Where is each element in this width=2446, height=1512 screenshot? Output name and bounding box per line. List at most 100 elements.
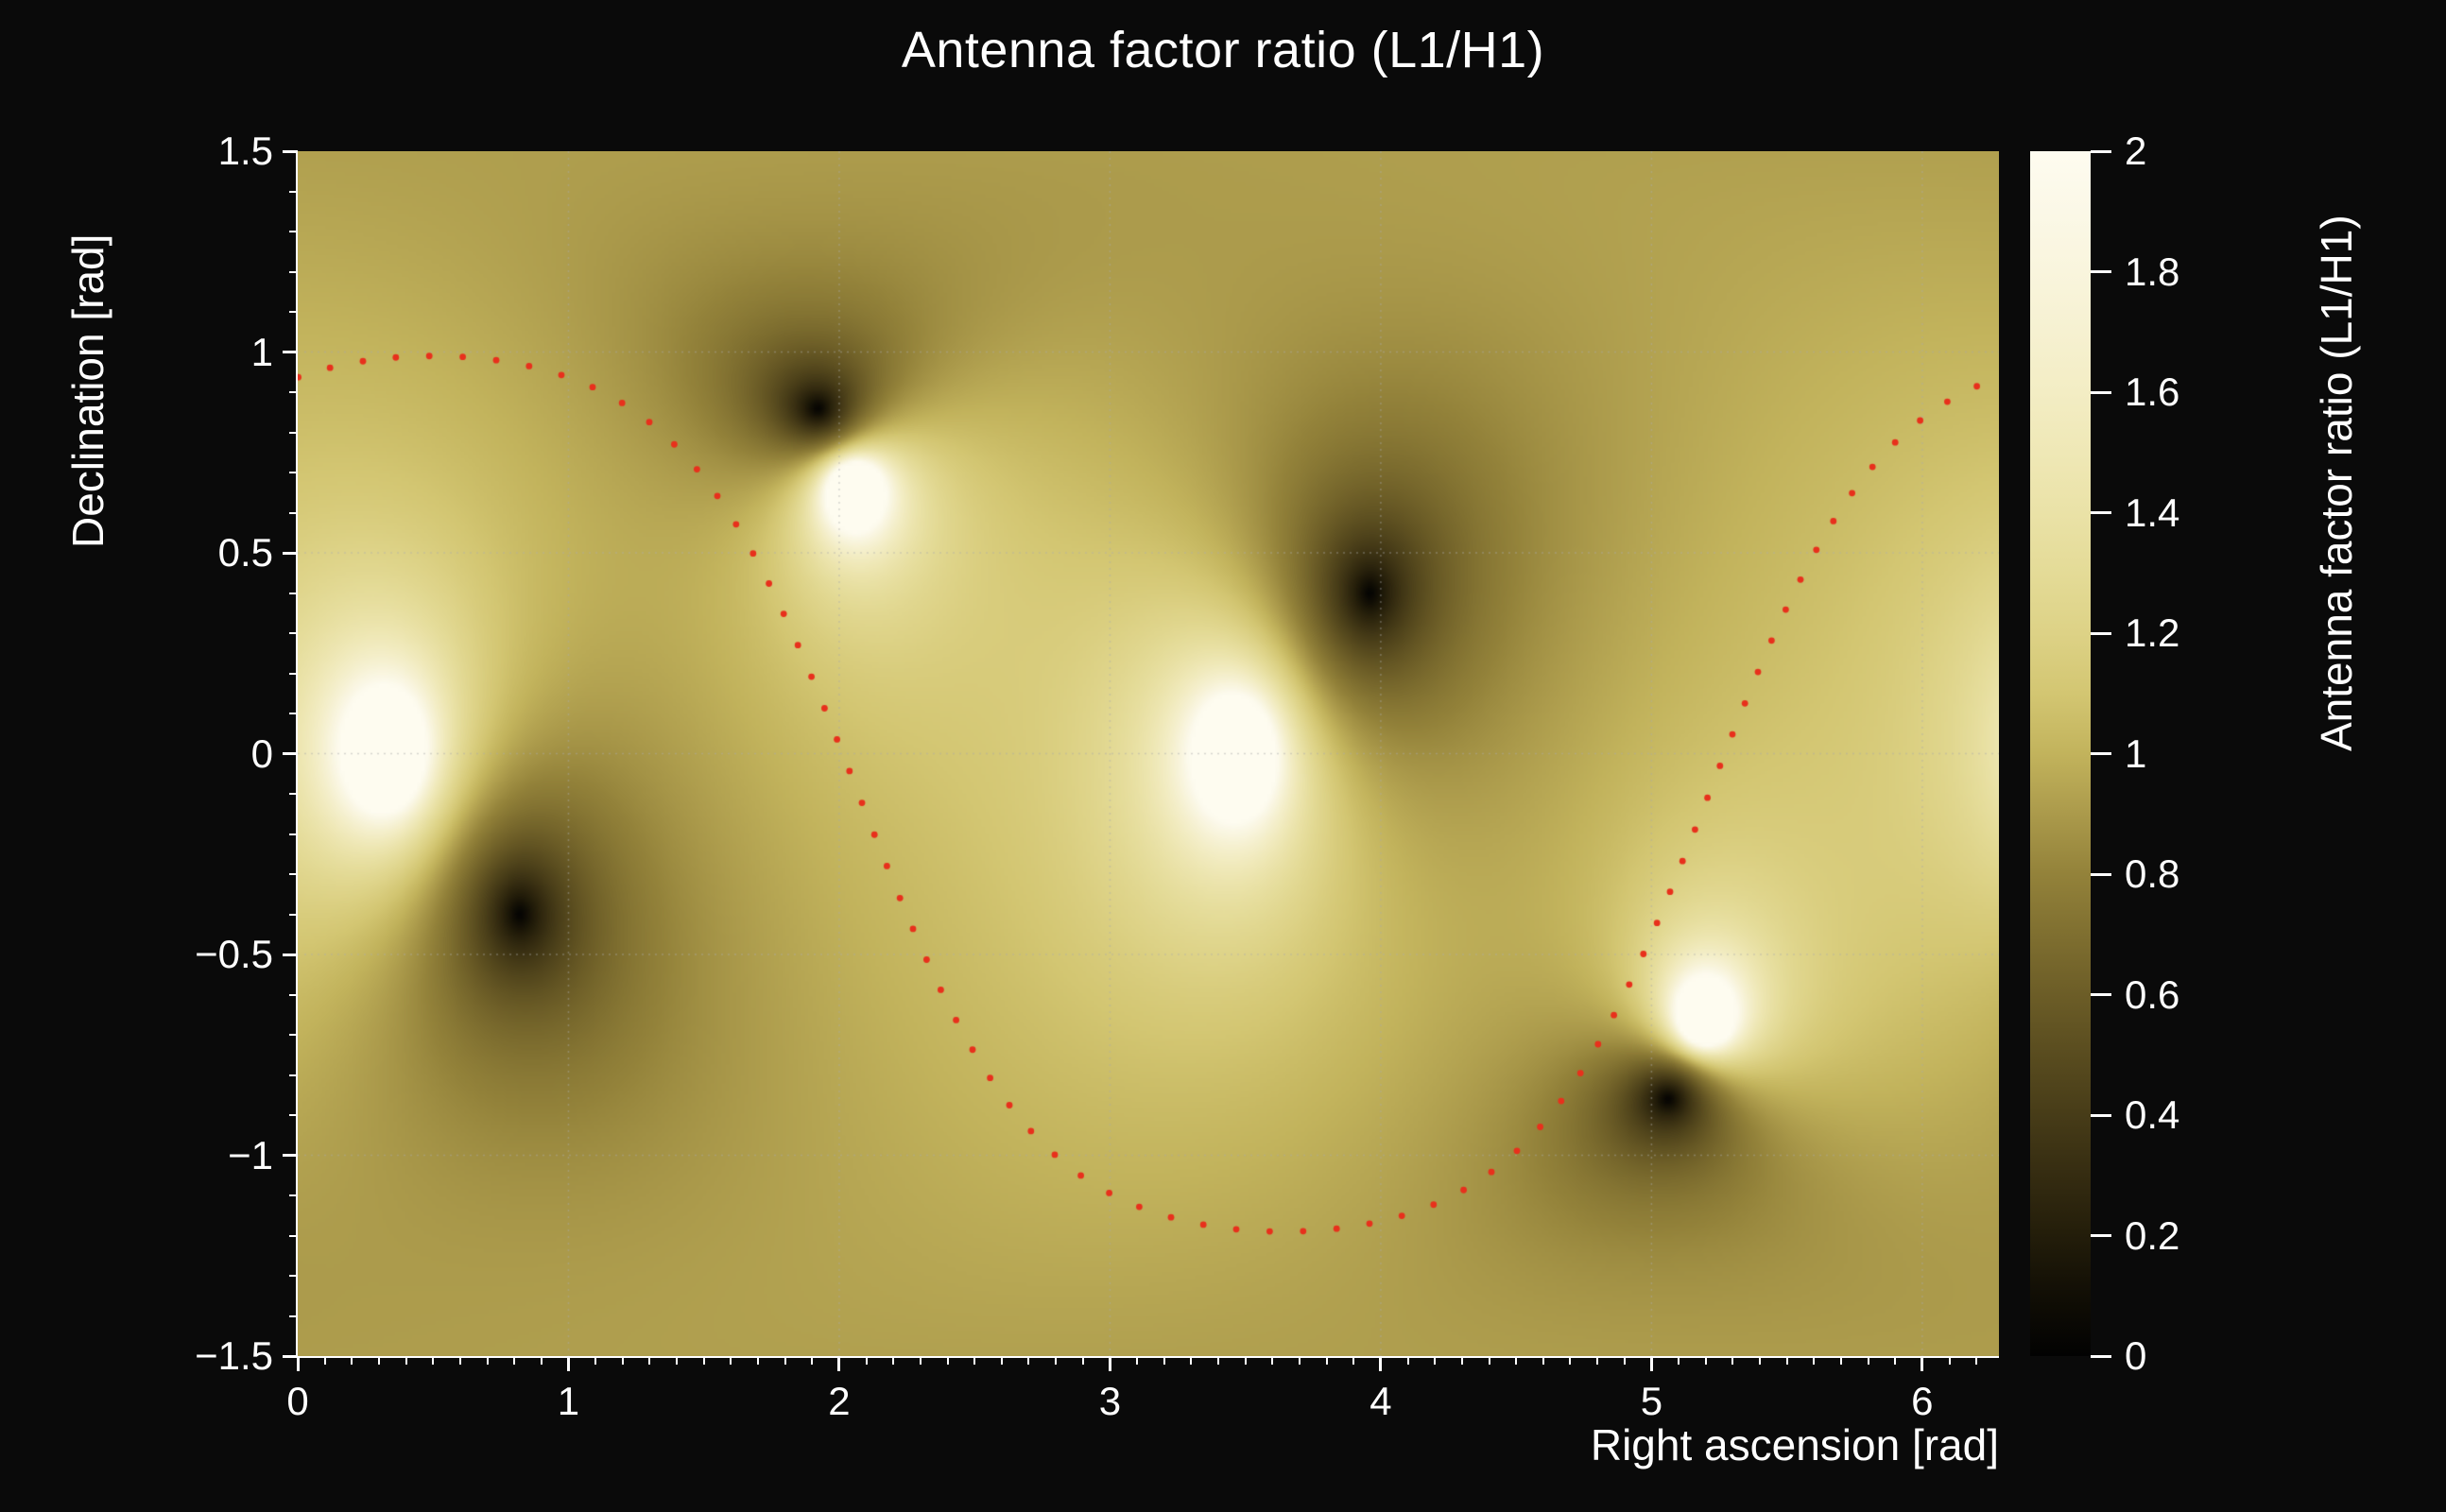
y-minor-tick-mark — [289, 873, 298, 875]
y-minor-tick-mark — [289, 833, 298, 835]
colorbar-tick-label: 0 — [2125, 1333, 2147, 1378]
x-tick-label: 3 — [1098, 1379, 1122, 1423]
y-tick-label: −1.5 — [195, 1333, 273, 1378]
y-tick-label: 0 — [250, 730, 273, 776]
x-minor-tick-mark — [351, 1356, 353, 1365]
colorbar-title: Antenna factor ratio (L1/H1) — [2312, 215, 2361, 751]
x-tick-mark — [1649, 1356, 1653, 1371]
x-minor-tick-mark — [1190, 1356, 1193, 1365]
y-tick-mark — [283, 351, 298, 353]
x-minor-tick-mark — [1081, 1356, 1084, 1365]
colorbar-tick-mark — [2091, 631, 2111, 635]
y-tick-label: −0.5 — [195, 932, 273, 976]
x-minor-tick-mark — [1623, 1356, 1626, 1365]
x-minor-tick-mark — [1813, 1356, 1816, 1365]
y-tick-mark — [283, 149, 298, 153]
x-minor-tick-mark — [458, 1356, 461, 1365]
y-minor-tick-mark — [289, 1034, 298, 1036]
colorbar-tick-label: 0.4 — [2125, 1092, 2180, 1137]
x-minor-tick-mark — [1298, 1356, 1301, 1365]
y-minor-tick-mark — [289, 270, 298, 273]
x-minor-tick-mark — [594, 1356, 597, 1365]
y-minor-tick-mark — [289, 1314, 298, 1317]
colorbar-tick-label: 1.2 — [2125, 610, 2180, 655]
colorbar-tick-mark — [2091, 149, 2111, 153]
x-minor-tick-mark — [1515, 1356, 1518, 1365]
x-minor-tick-mark — [1839, 1356, 1842, 1365]
colorbar-tick-mark — [2091, 270, 2111, 273]
colorbar-tick-label: 0.8 — [2125, 851, 2180, 896]
x-tick-mark — [566, 1356, 570, 1371]
colorbar-tick-label: 0.6 — [2125, 971, 2180, 1017]
y-axis-title: Declination [rad] — [63, 233, 112, 548]
x-minor-tick-mark — [1244, 1356, 1247, 1365]
colorbar-tick-mark — [2091, 1113, 2111, 1117]
y-minor-tick-mark — [289, 793, 298, 795]
y-minor-tick-mark — [289, 391, 298, 393]
x-axis-line — [298, 1356, 1999, 1358]
y-tick-mark — [283, 1154, 298, 1157]
x-minor-tick-mark — [540, 1356, 543, 1365]
colorbar-tick-label: 1.8 — [2125, 249, 2180, 294]
x-tick-mark — [837, 1356, 841, 1371]
x-tick-label: 1 — [557, 1379, 580, 1423]
colorbar-tick-mark — [2091, 390, 2111, 394]
colorbar-tick-label: 2 — [2125, 129, 2147, 173]
y-minor-tick-mark — [289, 913, 298, 916]
x-tick-label: 5 — [1640, 1379, 1663, 1423]
x-minor-tick-mark — [730, 1356, 732, 1365]
x-minor-tick-mark — [1867, 1356, 1869, 1365]
y-tick-label: 1 — [250, 329, 273, 374]
x-minor-tick-mark — [1894, 1356, 1897, 1365]
x-minor-tick-mark — [946, 1356, 949, 1365]
x-minor-tick-mark — [1758, 1356, 1761, 1365]
colorbar-tick-mark — [2091, 1354, 2111, 1358]
y-minor-tick-mark — [289, 1234, 298, 1237]
x-tick-mark — [296, 1356, 300, 1371]
colorbar-tick-label: 1 — [2125, 730, 2147, 776]
colorbar-tick-mark — [2091, 752, 2111, 755]
colorbar-tick-mark — [2091, 872, 2111, 876]
colorbar-tick-label: 1.6 — [2125, 369, 2180, 414]
y-minor-tick-mark — [289, 713, 298, 714]
y-minor-tick-mark — [289, 190, 298, 193]
y-minor-tick-mark — [289, 1114, 298, 1116]
x-minor-tick-mark — [1217, 1356, 1220, 1365]
colorbar-tick-label: 1.4 — [2125, 490, 2180, 535]
x-minor-tick-mark — [676, 1356, 679, 1365]
y-tick-mark — [283, 551, 298, 555]
x-minor-tick-mark — [377, 1356, 380, 1365]
x-minor-tick-mark — [1000, 1356, 1003, 1365]
x-tick-label: 4 — [1369, 1379, 1392, 1423]
x-minor-tick-mark — [865, 1356, 868, 1365]
x-minor-tick-mark — [1542, 1356, 1544, 1365]
y-minor-tick-mark — [289, 511, 298, 514]
colorbar — [2030, 151, 2091, 1356]
x-minor-tick-mark — [1948, 1356, 1951, 1365]
colorbar-tick-mark — [2091, 993, 2111, 996]
y-tick-label: −1 — [228, 1132, 273, 1177]
x-minor-tick-mark — [432, 1356, 435, 1365]
x-minor-tick-mark — [405, 1356, 407, 1365]
y-tick-mark — [283, 752, 298, 755]
y-tick-mark — [283, 953, 298, 956]
y-minor-tick-mark — [289, 472, 298, 473]
y-minor-tick-mark — [289, 431, 298, 434]
y-minor-tick-mark — [289, 1194, 298, 1196]
x-minor-tick-mark — [1027, 1356, 1030, 1365]
x-minor-tick-mark — [1785, 1356, 1788, 1365]
y-minor-tick-mark — [289, 1275, 298, 1277]
y-minor-tick-mark — [289, 1074, 298, 1076]
x-minor-tick-mark — [919, 1356, 922, 1365]
x-minor-tick-mark — [702, 1356, 705, 1365]
x-minor-tick-mark — [1460, 1356, 1463, 1365]
x-minor-tick-mark — [1488, 1356, 1490, 1365]
x-minor-tick-mark — [1163, 1356, 1165, 1365]
x-minor-tick-mark — [513, 1356, 516, 1365]
x-minor-tick-mark — [784, 1356, 786, 1365]
x-minor-tick-mark — [1352, 1356, 1355, 1365]
x-minor-tick-mark — [892, 1356, 895, 1365]
x-tick-mark — [1921, 1356, 1924, 1371]
x-minor-tick-mark — [1596, 1356, 1599, 1365]
